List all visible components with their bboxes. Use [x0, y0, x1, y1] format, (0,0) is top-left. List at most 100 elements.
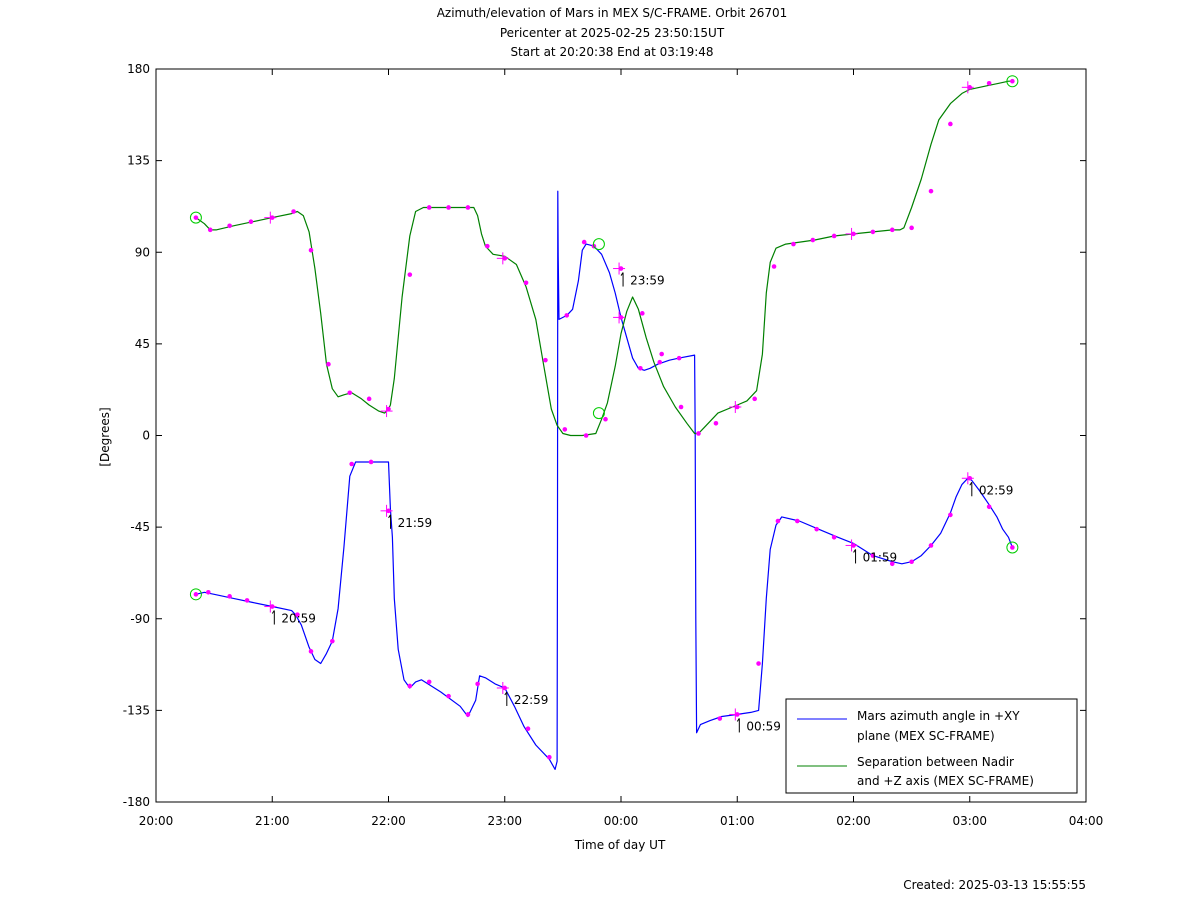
endpoint-circle	[189, 588, 202, 601]
data-point-marker	[756, 661, 761, 666]
x-tick-label: 22:00	[371, 814, 406, 828]
data-point-marker	[581, 239, 587, 245]
hour-cross-marker	[729, 400, 742, 413]
annotation-arrowhead	[504, 691, 508, 696]
data-point-marker	[426, 679, 432, 685]
data-point-marker	[248, 219, 254, 225]
data-point-marker	[244, 598, 250, 603]
data-point-marker	[640, 311, 645, 316]
x-axis-label: Time of day UT	[574, 838, 666, 852]
chart-title-line-3: Start at 20:20:38 End at 03:19:48	[510, 45, 713, 59]
time-annotation: 23:59	[620, 272, 665, 288]
x-tick-label: 20:00	[139, 814, 174, 828]
data-point-marker	[771, 264, 777, 269]
endpoint-circle	[189, 211, 202, 224]
time-annotation: 01:59	[853, 549, 898, 564]
time-annotation: 21:59	[388, 514, 433, 530]
plot-frame	[155, 68, 1087, 803]
data-point-marker	[676, 355, 682, 361]
hour-cross-marker	[264, 211, 277, 224]
data-point-marker	[948, 512, 953, 518]
time-annotation: 22:59	[504, 691, 549, 707]
data-point-marker	[583, 433, 589, 438]
annotation-label: 22:59	[514, 693, 549, 707]
data-point-marker	[928, 543, 934, 548]
annotation-arrowhead	[271, 610, 275, 614]
data-point-marker	[870, 229, 876, 235]
x-tick-label: 02:00	[836, 814, 871, 828]
data-point-marker	[523, 280, 529, 286]
data-point-marker	[752, 396, 757, 402]
data-point-marker	[948, 121, 953, 127]
annotation-arrowhead	[620, 272, 624, 276]
x-tick-label: 01:00	[720, 814, 755, 828]
data-point-marker	[909, 559, 914, 565]
data-point-marker	[485, 243, 490, 249]
data-point-marker	[810, 237, 816, 243]
data-point-marker	[638, 366, 643, 371]
hour-cross-marker	[264, 600, 277, 613]
hour-cross-marker	[961, 472, 974, 485]
data-point-marker	[1010, 545, 1015, 550]
chart-title-line-2: Pericenter at 2025-02-25 23:50:15UT	[500, 26, 725, 40]
hour-cross-marker	[496, 681, 509, 694]
data-point-marker	[525, 726, 531, 731]
time-annotation: 02:59	[969, 481, 1014, 497]
data-point-marker	[227, 223, 232, 229]
data-point-marker	[562, 427, 568, 432]
annotation-label: 21:59	[398, 516, 433, 530]
hour-cross-marker	[845, 227, 858, 240]
data-point-marker	[207, 227, 213, 233]
y-axis-label: [Degrees]	[98, 407, 112, 466]
data-point-marker	[465, 712, 471, 717]
data-point-marker	[295, 612, 300, 617]
data-point-marker	[308, 649, 314, 654]
annotation-arrowhead	[853, 549, 856, 553]
data-point-marker	[347, 390, 353, 396]
annotation-arrowhead	[969, 481, 973, 486]
data-point-marker	[308, 247, 314, 253]
annotation-label: 02:59	[979, 483, 1014, 497]
annotation-arrowhead	[736, 718, 740, 722]
hour-cross-marker	[613, 311, 626, 324]
annotation-arrowhead	[388, 514, 391, 519]
data-point-marker	[986, 80, 992, 86]
data-point-marker	[889, 561, 895, 567]
data-point-marker	[657, 359, 663, 365]
data-point-marker	[349, 461, 354, 467]
annotation-layer: 20:59 21:59 22:59 23:59 00:59 01:59 02:59	[271, 272, 1014, 733]
data-point-marker	[928, 188, 934, 194]
y-tick-label: 180	[127, 62, 150, 76]
data-point-marker	[791, 241, 796, 247]
annotation-label: 00:59	[746, 719, 781, 733]
data-point-marker	[326, 361, 331, 367]
legend-box	[785, 698, 1078, 794]
data-point-marker	[465, 205, 471, 210]
data-point-marker	[543, 357, 548, 363]
y-tick-label: -45	[130, 520, 150, 534]
series-line	[195, 190, 1013, 770]
x-tick-label: 03:00	[952, 814, 987, 828]
chart-title-line-1: Azimuth/elevation of Mars in MEX S/C-FRA…	[437, 6, 788, 20]
data-point-marker	[831, 233, 837, 239]
data-point-marker	[547, 754, 552, 760]
time-annotation: 20:59	[271, 610, 316, 626]
data-point-marker	[193, 215, 199, 220]
data-point-marker	[564, 313, 570, 318]
annotation-label: 01:59	[863, 550, 898, 564]
chart-title: Azimuth/elevation of Mars in MEX S/C-FRA…	[437, 6, 788, 59]
x-tick-label: 04:00	[1069, 814, 1104, 828]
data-point-marker	[696, 431, 701, 436]
hour-cross-marker	[961, 81, 974, 94]
series-layer	[195, 80, 1013, 770]
data-point-marker	[909, 225, 914, 231]
data-point-marker	[407, 272, 413, 277]
endpoint-circle	[592, 238, 605, 251]
legend-label-azimuth-line-1: Mars azimuth angle in +XY	[857, 709, 1020, 723]
data-point-marker	[206, 589, 211, 595]
endpoint-circle	[1006, 75, 1019, 88]
x-tick-label: 00:00	[604, 814, 639, 828]
data-point-marker	[795, 518, 800, 524]
series-line	[195, 80, 1013, 437]
